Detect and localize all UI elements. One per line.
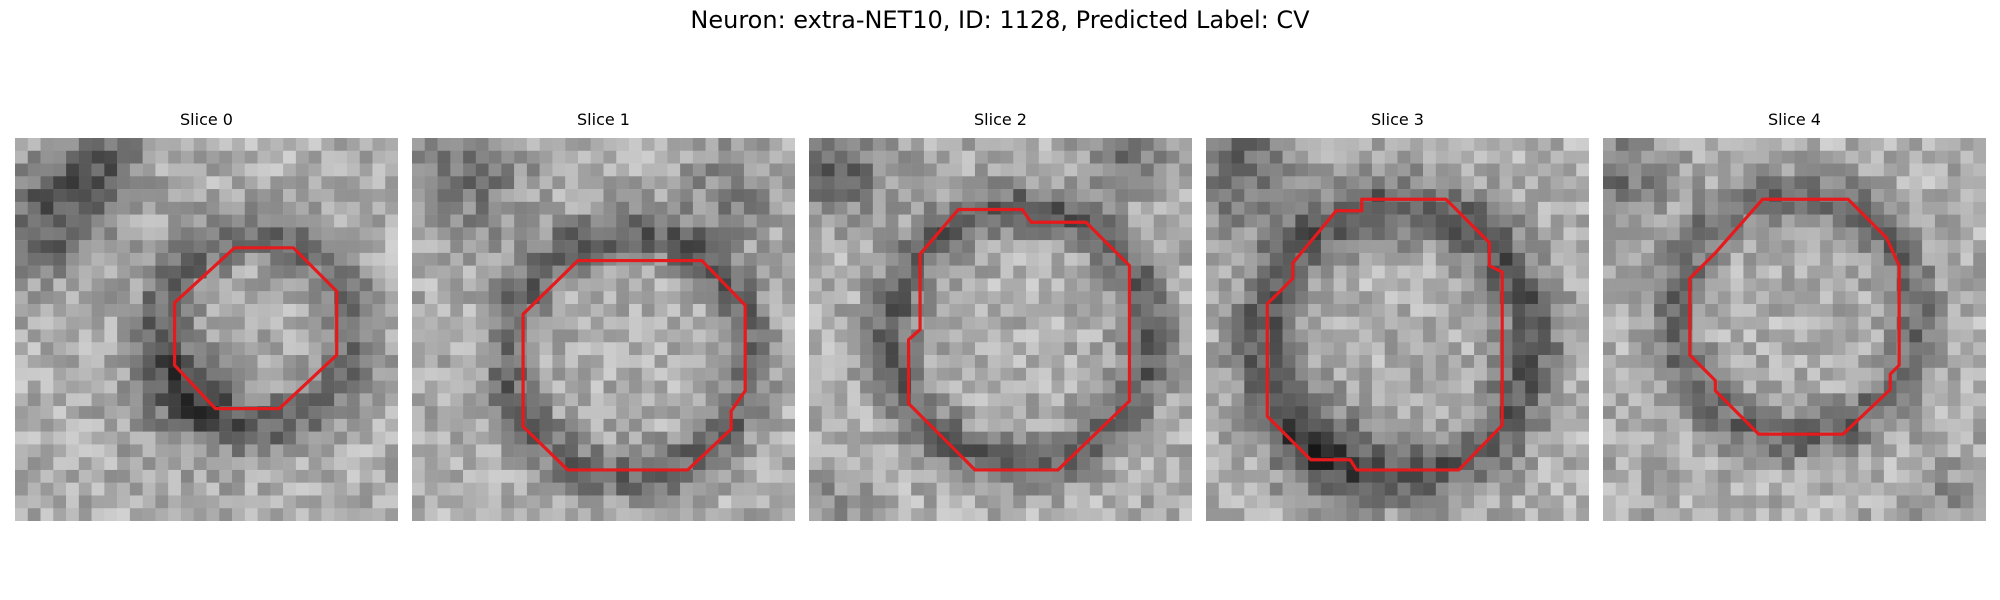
slice-image-0 bbox=[15, 138, 398, 521]
em-texture bbox=[412, 138, 795, 521]
em-texture bbox=[15, 138, 398, 521]
boundary-contour bbox=[172, 246, 339, 411]
boundary-contour bbox=[521, 258, 747, 472]
boundary-contour bbox=[906, 207, 1132, 472]
slice-title-0: Slice 0 bbox=[180, 110, 233, 129]
slice-title-1: Slice 1 bbox=[577, 110, 630, 129]
slice-title-2: Slice 2 bbox=[974, 110, 1027, 129]
boundary-contour bbox=[1688, 197, 1901, 436]
slice-image-4 bbox=[1603, 138, 1986, 521]
slice-title-4: Slice 4 bbox=[1768, 110, 1821, 129]
boundary-contour bbox=[1265, 197, 1504, 472]
slice-panel-2: Slice 2 bbox=[809, 110, 1192, 521]
slice-title-3: Slice 3 bbox=[1371, 110, 1424, 129]
em-texture bbox=[809, 138, 1192, 521]
slice-image-3 bbox=[1206, 138, 1589, 521]
figure-title: Neuron: extra-NET10, ID: 1128, Predicted… bbox=[690, 6, 1310, 34]
slice-image-2 bbox=[809, 138, 1192, 521]
slice-panel-4: Slice 4 bbox=[1603, 110, 1986, 521]
em-texture bbox=[1206, 138, 1589, 521]
slice-panel-0: Slice 0 bbox=[15, 110, 398, 521]
slice-panel-3: Slice 3 bbox=[1206, 110, 1589, 521]
em-texture bbox=[1603, 138, 1986, 521]
slice-image-1 bbox=[412, 138, 795, 521]
slice-panel-1: Slice 1 bbox=[412, 110, 795, 521]
